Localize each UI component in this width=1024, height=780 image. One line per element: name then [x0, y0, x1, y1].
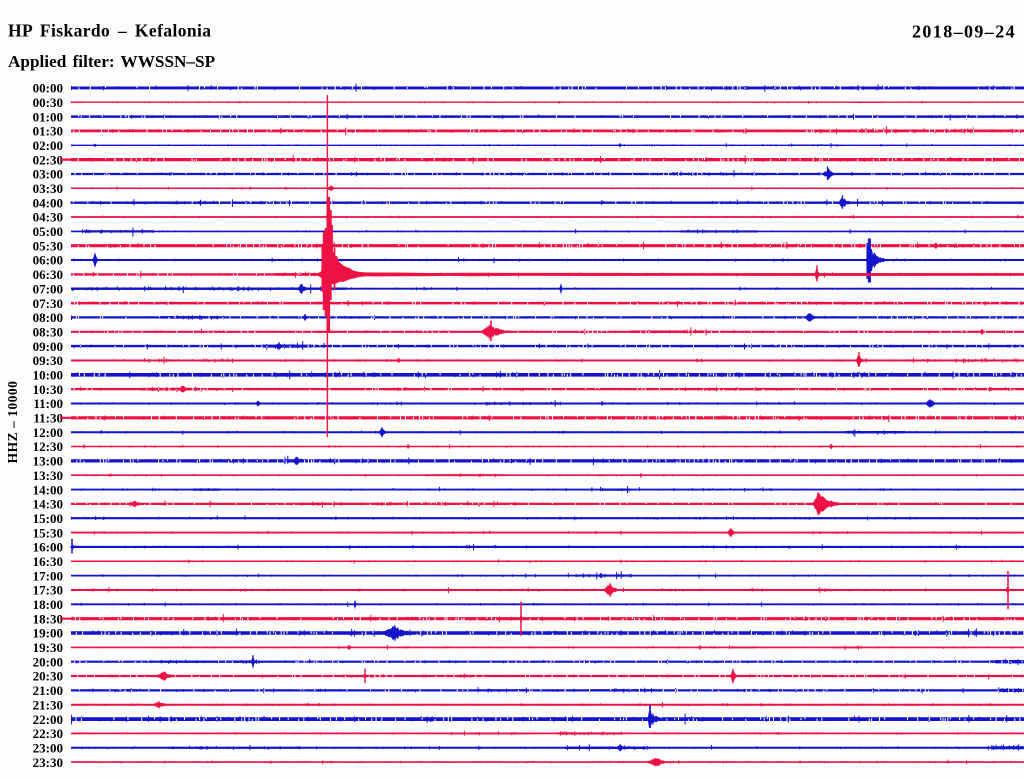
svg-text:09:30: 09:30: [33, 353, 63, 368]
svg-text:05:30: 05:30: [33, 238, 63, 253]
svg-text:23:00: 23:00: [33, 741, 63, 756]
svg-text:16:30: 16:30: [33, 554, 63, 569]
svg-text:20:00: 20:00: [33, 654, 63, 669]
svg-text:04:00: 04:00: [33, 195, 63, 210]
svg-text:02:00: 02:00: [33, 138, 63, 153]
svg-text:HP Fiskardo – Kefalonia: HP Fiskardo – Kefalonia: [8, 21, 211, 41]
svg-text:17:30: 17:30: [33, 583, 63, 598]
svg-text:14:30: 14:30: [33, 497, 63, 512]
svg-text:00:30: 00:30: [33, 95, 63, 110]
svg-text:12:00: 12:00: [33, 425, 63, 440]
svg-text:22:30: 22:30: [33, 726, 63, 741]
svg-text:11:00: 11:00: [33, 396, 63, 411]
svg-text:15:30: 15:30: [33, 525, 63, 540]
svg-text:14:00: 14:00: [33, 482, 63, 497]
svg-text:2018–09–24: 2018–09–24: [912, 22, 1016, 42]
svg-text:04:30: 04:30: [33, 210, 63, 225]
svg-text:13:30: 13:30: [33, 468, 63, 483]
svg-text:22:00: 22:00: [33, 712, 63, 727]
svg-text:13:00: 13:00: [33, 454, 63, 469]
svg-text:05:00: 05:00: [33, 224, 63, 239]
svg-text:01:30: 01:30: [33, 124, 63, 139]
svg-text:06:30: 06:30: [33, 267, 63, 282]
svg-text:18:00: 18:00: [33, 597, 63, 612]
svg-text:08:30: 08:30: [33, 325, 63, 340]
svg-text:00:00: 00:00: [33, 81, 63, 96]
svg-text:21:30: 21:30: [33, 697, 63, 712]
svg-text:02:30: 02:30: [33, 152, 63, 167]
svg-text:19:00: 19:00: [33, 626, 63, 641]
svg-text:03:00: 03:00: [33, 167, 63, 182]
svg-text:19:30: 19:30: [33, 640, 63, 655]
svg-text:18:30: 18:30: [33, 611, 63, 626]
svg-text:09:00: 09:00: [33, 339, 63, 354]
svg-text:20:30: 20:30: [33, 669, 63, 684]
svg-text:17:00: 17:00: [33, 568, 63, 583]
svg-text:HHZ – 10000: HHZ – 10000: [5, 381, 20, 464]
svg-text:06:00: 06:00: [33, 253, 63, 268]
svg-text:Applied filter: WWSSN–SP: Applied filter: WWSSN–SP: [8, 52, 216, 71]
svg-text:10:30: 10:30: [33, 382, 63, 397]
svg-text:21:00: 21:00: [33, 683, 63, 698]
svg-text:23:30: 23:30: [33, 755, 63, 770]
svg-text:07:30: 07:30: [33, 296, 63, 311]
svg-text:10:00: 10:00: [33, 368, 63, 383]
svg-text:16:00: 16:00: [33, 540, 63, 555]
svg-text:03:30: 03:30: [33, 181, 63, 196]
svg-text:01:00: 01:00: [33, 109, 63, 124]
svg-text:08:00: 08:00: [33, 310, 63, 325]
svg-text:11:30: 11:30: [33, 411, 63, 426]
svg-text:07:00: 07:00: [33, 281, 63, 296]
svg-text:12:30: 12:30: [33, 439, 63, 454]
svg-text:15:00: 15:00: [33, 511, 63, 526]
